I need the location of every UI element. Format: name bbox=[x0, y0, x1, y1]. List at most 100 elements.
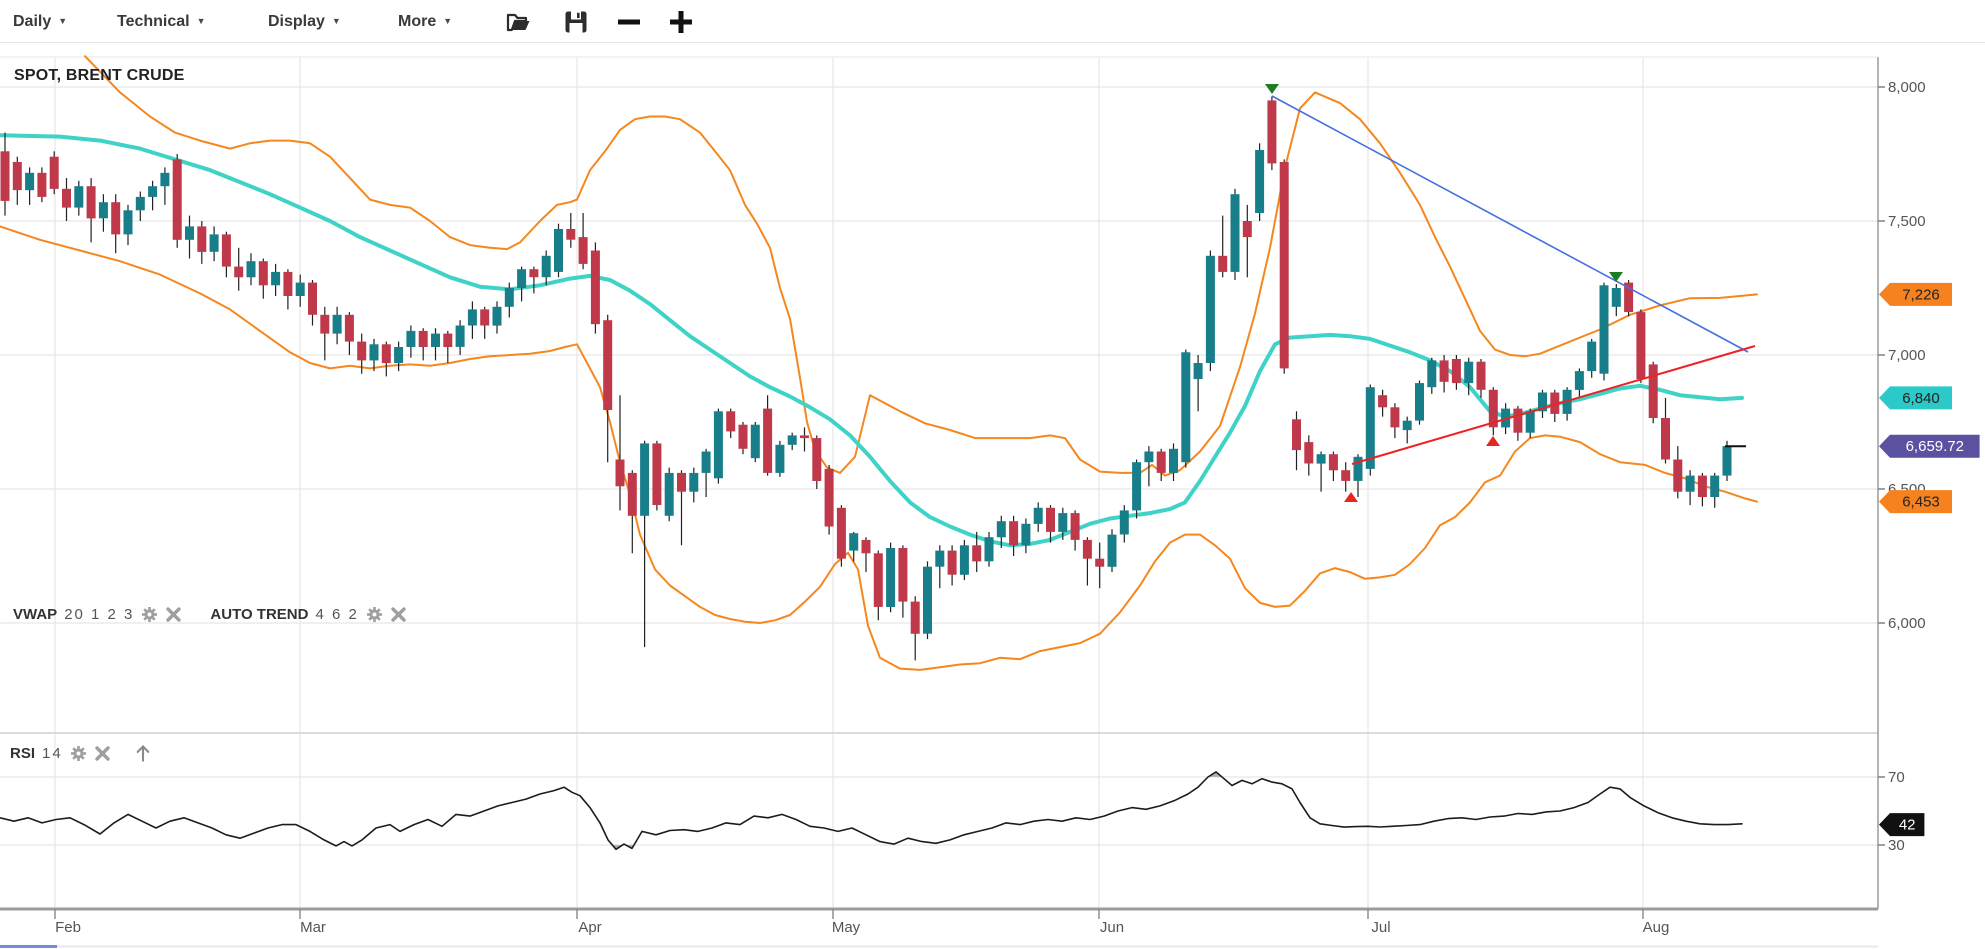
candle-body bbox=[1205, 255, 1215, 363]
candle-body bbox=[86, 186, 96, 219]
price-badge-text: 6,453 bbox=[1902, 494, 1940, 511]
candle-body bbox=[197, 226, 207, 252]
rsi-value-badge-text: 42 bbox=[1899, 817, 1916, 834]
candle-body bbox=[1464, 361, 1474, 384]
vwap-line bbox=[0, 133, 1744, 548]
candle-body bbox=[541, 255, 551, 278]
display-menu[interactable]: Display ▼ bbox=[268, 13, 341, 30]
auto-trend-line[interactable] bbox=[1351, 345, 1756, 465]
price-badge bbox=[1879, 386, 1952, 410]
candle-body bbox=[1415, 383, 1424, 421]
candle-body bbox=[1095, 558, 1105, 567]
candle-body bbox=[554, 229, 563, 272]
candle-body bbox=[271, 271, 281, 286]
close-icon[interactable] bbox=[94, 745, 111, 762]
zoom-out-icon[interactable] bbox=[616, 9, 642, 35]
candle-body bbox=[283, 271, 293, 296]
candle-body bbox=[763, 408, 773, 473]
buy-signal-marker bbox=[1344, 492, 1358, 502]
month-label: Feb bbox=[55, 919, 81, 936]
buy-signal-marker bbox=[1486, 436, 1500, 446]
rsi-overbought-fill bbox=[1208, 771, 1222, 777]
candle-body bbox=[1513, 408, 1523, 433]
close-icon[interactable] bbox=[390, 606, 407, 623]
candle-body bbox=[443, 333, 453, 347]
candle-body bbox=[1648, 364, 1658, 418]
close-icon[interactable] bbox=[165, 606, 182, 623]
price-tick-label: 8,000 bbox=[1888, 79, 1926, 96]
candle-body bbox=[111, 202, 121, 235]
candle-body bbox=[898, 548, 908, 602]
candle-body bbox=[1624, 282, 1634, 313]
candle-body bbox=[160, 172, 170, 187]
candle-body bbox=[320, 314, 330, 334]
candle-body bbox=[1316, 454, 1326, 464]
chevron-down-icon: ▼ bbox=[331, 16, 341, 26]
open-folder-icon[interactable] bbox=[505, 9, 531, 35]
candle-body bbox=[1427, 360, 1437, 388]
gear-icon[interactable] bbox=[366, 606, 383, 623]
candle-body bbox=[1353, 456, 1363, 481]
indicator-legend-row: VWAP 20 1 2 3 AUTO TREND 4 6 2 bbox=[13, 606, 407, 623]
price-tick-label: 7,000 bbox=[1888, 347, 1926, 364]
candle-body bbox=[12, 162, 22, 191]
candle-body bbox=[652, 443, 662, 505]
candle-body bbox=[849, 533, 859, 551]
candle-body bbox=[1538, 392, 1547, 412]
candle-body bbox=[1390, 407, 1400, 428]
chevron-down-icon: ▼ bbox=[196, 16, 206, 26]
gear-icon[interactable] bbox=[70, 745, 87, 762]
candle-body bbox=[504, 288, 514, 307]
candle-body bbox=[357, 341, 367, 361]
candle-body bbox=[332, 314, 342, 334]
candle-body bbox=[1476, 361, 1486, 390]
candle-body bbox=[480, 309, 490, 326]
zoom-in-icon[interactable] bbox=[668, 9, 694, 35]
candle-body bbox=[1550, 392, 1560, 414]
candle-body bbox=[590, 250, 600, 325]
candle-body bbox=[996, 521, 1006, 538]
candle-body bbox=[824, 468, 834, 527]
candle-body bbox=[1574, 371, 1584, 390]
move-pane-up-icon[interactable] bbox=[133, 743, 153, 763]
candle-body bbox=[1378, 395, 1388, 408]
candle-body bbox=[1685, 475, 1695, 492]
candle-body bbox=[234, 266, 244, 278]
candle-body bbox=[49, 156, 59, 189]
candle-body bbox=[1611, 288, 1621, 307]
vwap-upper-band bbox=[84, 55, 1758, 477]
candle-body bbox=[1169, 448, 1178, 473]
price-badge-text: 6,840 bbox=[1902, 390, 1940, 407]
candle-body bbox=[972, 545, 982, 562]
auto-trend-line[interactable] bbox=[1271, 95, 1749, 353]
candle-body bbox=[344, 314, 354, 342]
candle-body bbox=[603, 320, 613, 410]
timeframe-menu[interactable]: Daily ▼ bbox=[13, 13, 68, 30]
candle-body bbox=[1144, 451, 1154, 463]
technical-menu[interactable]: Technical ▼ bbox=[117, 13, 206, 30]
more-menu[interactable]: More ▼ bbox=[398, 13, 453, 30]
candle-body bbox=[148, 186, 158, 197]
candle-body bbox=[37, 172, 47, 197]
rsi-params: 14 bbox=[42, 744, 63, 762]
candle-body bbox=[800, 435, 809, 439]
month-label: Apr bbox=[578, 919, 601, 936]
candle-body bbox=[1021, 523, 1031, 546]
candle-body bbox=[1033, 507, 1043, 524]
symbol-label: SPOT, BRENT CRUDE bbox=[14, 67, 185, 84]
gear-icon[interactable] bbox=[141, 606, 158, 623]
candle-body bbox=[750, 424, 760, 459]
candle-body bbox=[123, 210, 133, 235]
candle-body bbox=[431, 333, 440, 347]
save-icon[interactable] bbox=[563, 9, 589, 35]
candle-body bbox=[394, 347, 404, 364]
candle-body bbox=[1267, 100, 1277, 164]
vwap-params: 20 1 2 3 bbox=[64, 606, 135, 623]
candle-body bbox=[1304, 442, 1314, 464]
candle-body bbox=[1341, 470, 1351, 481]
candle-body bbox=[1255, 150, 1265, 213]
candle-body bbox=[1242, 221, 1252, 238]
candle-body bbox=[1132, 462, 1142, 511]
candle-body bbox=[1181, 352, 1191, 463]
